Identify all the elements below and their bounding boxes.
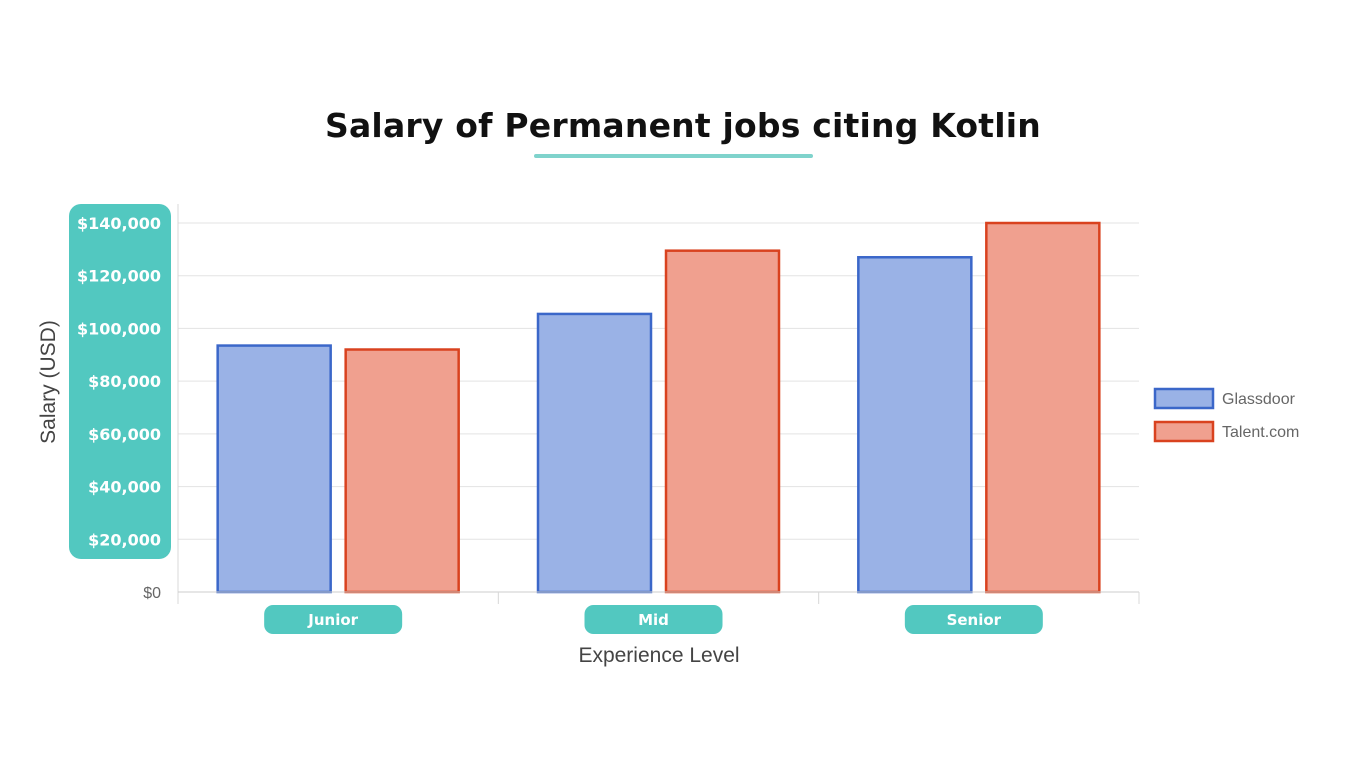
bar-glassdoor-mid bbox=[536, 312, 653, 594]
y-tick-label: $40,000 bbox=[88, 478, 161, 497]
legend-label: Glassdoor bbox=[1222, 391, 1296, 408]
y-tick-label: $100,000 bbox=[77, 319, 161, 338]
x-tick-labels: Junior Mid Senior bbox=[264, 605, 1043, 634]
y-tick-label: $0 bbox=[143, 585, 161, 602]
legend: Glassdoor Talent.com bbox=[1153, 387, 1299, 443]
x-tick-pill bbox=[904, 605, 1043, 634]
y-tick-label: $140,000 bbox=[77, 214, 161, 233]
bar-glassdoor-junior bbox=[216, 344, 332, 594]
bar-talent-com-senior bbox=[985, 221, 1101, 594]
y-tick-label: $120,000 bbox=[77, 267, 161, 286]
legend-label: Talent.com bbox=[1222, 424, 1299, 441]
bar-glassdoor-senior bbox=[857, 256, 973, 594]
y-tick-label: $60,000 bbox=[88, 425, 161, 444]
x-tick-pill bbox=[584, 605, 723, 634]
legend-swatch bbox=[1153, 420, 1215, 443]
y-tick-label: $20,000 bbox=[88, 530, 161, 549]
title-underline bbox=[534, 154, 813, 158]
y-axis-label: Salary (USD) bbox=[37, 320, 60, 444]
x-axis-label: Experience Level bbox=[578, 644, 739, 667]
x-tick-pill bbox=[264, 605, 403, 634]
x-tick-label: Mid bbox=[638, 611, 669, 629]
bars bbox=[216, 221, 1101, 594]
chart-title: Salary of Permanent jobs citing Kotlin bbox=[325, 106, 1041, 145]
axes bbox=[177, 204, 1140, 604]
x-tick-label: Junior bbox=[307, 611, 358, 629]
bar-talent-com-junior bbox=[344, 348, 460, 594]
y-axis-highlight bbox=[69, 204, 171, 559]
legend-swatch bbox=[1153, 387, 1215, 410]
gridlines bbox=[178, 222, 1139, 540]
y-tick-label: $80,000 bbox=[88, 372, 161, 391]
y-tick-labels: $0 $20,000 $40,000 $60,000 $80,000 $100,000 $1… bbox=[77, 214, 161, 602]
x-tick-label: Senior bbox=[947, 611, 1002, 629]
bar-talent-com-mid bbox=[664, 249, 781, 594]
